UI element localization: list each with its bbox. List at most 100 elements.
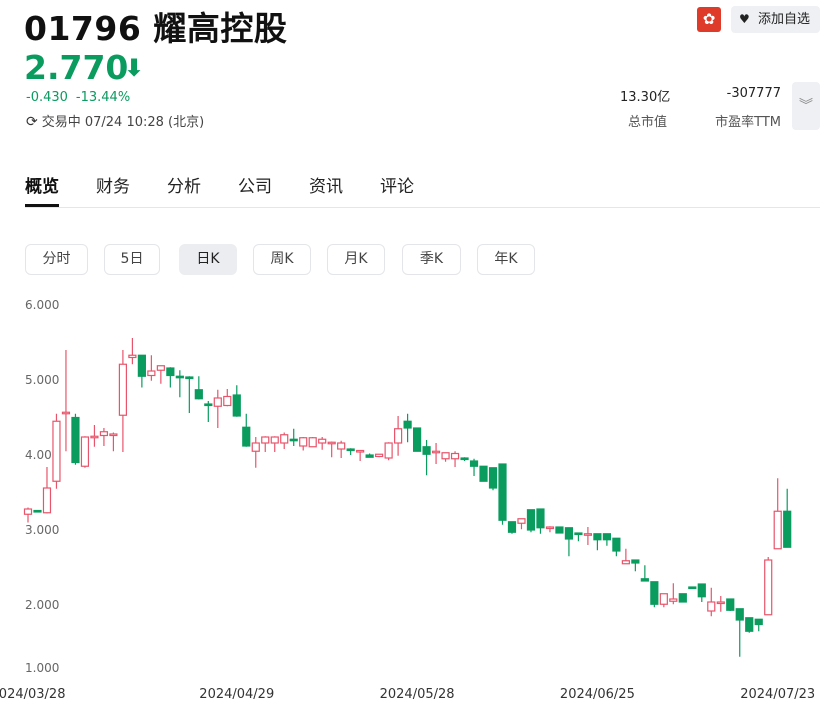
candle[interactable] [166,367,175,388]
candle[interactable] [507,521,517,534]
candle[interactable] [394,416,403,456]
tab-financials[interactable]: 财务 [96,177,130,197]
candle[interactable] [337,440,346,458]
candle[interactable] [555,526,564,534]
candle[interactable] [375,453,384,458]
candle[interactable] [318,437,327,450]
candle[interactable] [678,593,687,603]
candle[interactable] [659,593,668,608]
candle[interactable] [223,389,232,407]
candle[interactable] [517,518,526,530]
candle[interactable] [412,427,422,452]
period-weekly-k-button[interactable]: 周K [253,244,311,275]
candle[interactable] [118,350,128,452]
candle[interactable] [688,586,697,590]
candle[interactable] [403,413,412,443]
candle[interactable] [469,458,479,476]
period-5day-button[interactable]: 5日 [104,244,160,275]
expand-stats-button[interactable]: ︾ [792,82,820,130]
candle[interactable] [71,413,80,465]
candlestick-chart[interactable]: 6.000 5.000 4.000 3.000 2.000 1.000 2024/03/2… [0,290,831,709]
candle[interactable] [460,457,469,461]
tab-company[interactable]: 公司 [238,177,272,197]
candle[interactable] [42,467,52,514]
candle[interactable] [299,437,308,451]
candle[interactable] [450,451,460,467]
candle[interactable] [175,370,184,398]
candle-body [109,433,118,437]
period-intraday-button[interactable]: 分时 [25,244,88,275]
candle[interactable] [707,587,716,617]
candle[interactable] [194,376,203,400]
period-monthly-k-button[interactable]: 月K [327,244,385,275]
candle[interactable] [365,453,374,458]
candle[interactable] [431,443,441,464]
candle[interactable] [185,376,194,413]
candle[interactable] [593,533,602,551]
candle[interactable] [536,508,545,534]
candle[interactable] [156,365,165,384]
candle[interactable] [308,437,317,448]
candle[interactable] [242,413,251,447]
candle[interactable] [669,583,678,605]
candle[interactable] [90,425,99,447]
candle[interactable] [33,509,42,513]
candle[interactable] [147,355,156,381]
tab-overview[interactable]: 概览 [25,177,59,197]
candle[interactable] [213,389,222,428]
candle[interactable] [773,478,782,550]
candle-body [764,559,773,616]
candle[interactable] [441,452,450,462]
candle[interactable] [289,428,298,446]
candle[interactable] [52,413,61,489]
period-daily-k-button[interactable]: 日K [179,244,237,275]
candle[interactable] [621,548,630,565]
candle[interactable] [754,618,763,632]
candle[interactable] [23,507,33,523]
candle[interactable] [479,465,488,482]
candle[interactable] [697,583,706,602]
candle[interactable] [109,432,118,452]
candle[interactable] [564,527,574,557]
candle[interactable] [80,436,90,468]
pe-ttm-value: -307777 [726,86,781,101]
candle[interactable] [61,350,71,452]
candle[interactable] [384,442,393,461]
add-watchlist-button[interactable]: ♥ 添加自选 [731,6,820,33]
candle[interactable] [270,436,279,452]
candle[interactable] [204,401,213,422]
candle[interactable] [346,448,355,455]
candle[interactable] [640,565,649,582]
candle[interactable] [526,509,536,533]
candle[interactable] [602,533,611,546]
candle[interactable] [327,441,336,458]
period-yearly-k-button[interactable]: 年K [477,244,535,275]
candle[interactable] [280,432,289,450]
tab-comments[interactable]: 评论 [380,177,414,197]
candle[interactable] [261,436,270,452]
candle[interactable] [735,608,744,657]
candle[interactable] [716,596,725,612]
candle[interactable] [545,526,555,533]
period-quarterly-k-button[interactable]: 季K [402,244,461,275]
candle[interactable] [745,617,754,633]
candle[interactable] [631,559,640,572]
candle[interactable] [488,467,498,491]
tab-analysis[interactable]: 分析 [167,177,201,197]
candle[interactable] [764,557,773,616]
candle[interactable] [574,532,583,542]
candle[interactable] [137,354,146,388]
candle[interactable] [783,488,792,548]
tab-news[interactable]: 资讯 [309,177,343,197]
candle[interactable] [356,449,365,462]
candle[interactable] [612,537,621,557]
candle[interactable] [128,338,137,365]
candle[interactable] [99,428,109,446]
candle[interactable] [726,598,735,611]
candle[interactable] [422,440,431,476]
candle[interactable] [232,385,241,417]
candle[interactable] [650,581,659,608]
candle[interactable] [583,527,593,545]
candle[interactable] [498,463,507,525]
candle[interactable] [251,437,260,468]
